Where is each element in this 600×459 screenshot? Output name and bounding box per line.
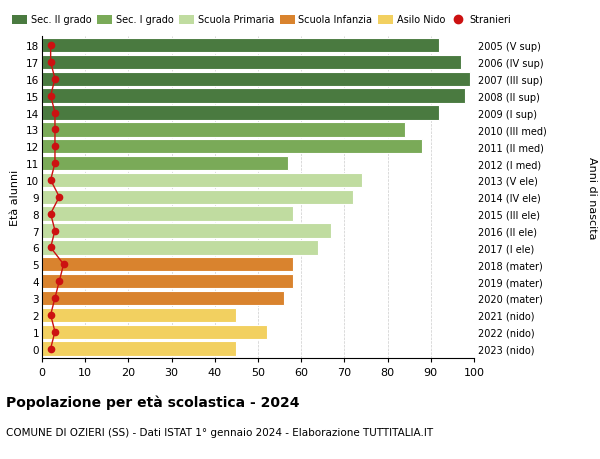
- Bar: [42, 174, 362, 188]
- Bar: [42, 341, 236, 356]
- Bar: [42, 241, 319, 255]
- Bar: [42, 123, 405, 137]
- Legend: Sec. II grado, Sec. I grado, Scuola Primaria, Scuola Infanzia, Asilo Nido, Stran: Sec. II grado, Sec. I grado, Scuola Prim…: [13, 16, 511, 25]
- Bar: [42, 157, 288, 171]
- Bar: [42, 257, 293, 272]
- Bar: [42, 308, 236, 322]
- Bar: [42, 325, 266, 339]
- Bar: [42, 90, 466, 104]
- Bar: [42, 291, 284, 305]
- Bar: [42, 190, 353, 205]
- Bar: [42, 224, 331, 238]
- Bar: [42, 106, 439, 120]
- Bar: [42, 73, 470, 87]
- Bar: [42, 274, 293, 289]
- Bar: [42, 56, 461, 70]
- Bar: [42, 140, 422, 154]
- Text: Anni di nascita: Anni di nascita: [587, 156, 597, 239]
- Y-axis label: Età alunni: Età alunni: [10, 169, 20, 225]
- Bar: [42, 39, 439, 53]
- Text: Popolazione per età scolastica - 2024: Popolazione per età scolastica - 2024: [6, 395, 299, 409]
- Text: COMUNE DI OZIERI (SS) - Dati ISTAT 1° gennaio 2024 - Elaborazione TUTTITALIA.IT: COMUNE DI OZIERI (SS) - Dati ISTAT 1° ge…: [6, 427, 433, 437]
- Bar: [42, 207, 293, 221]
